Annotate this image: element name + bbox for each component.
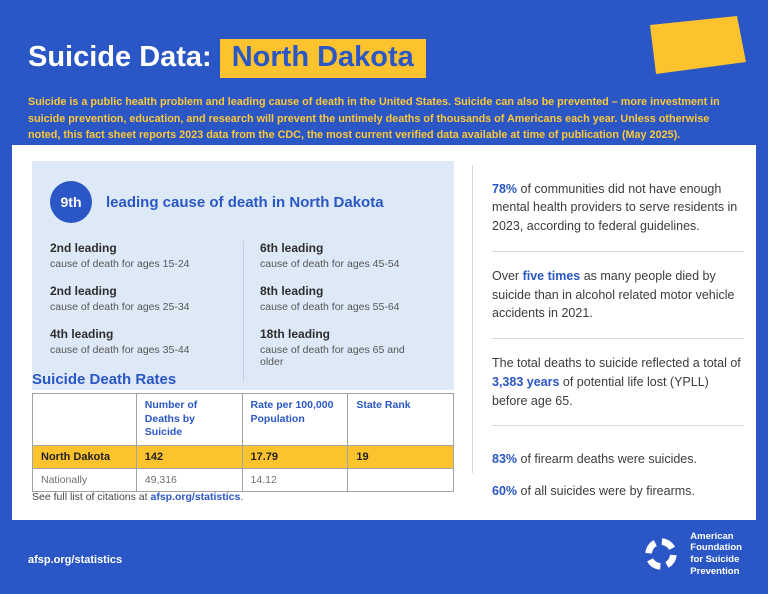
cell-rank: 19: [347, 444, 454, 469]
vertical-divider: [472, 165, 473, 473]
rank-circle-badge: 9th: [50, 181, 92, 223]
cell-deaths: 142: [135, 444, 243, 469]
suicide-death-rates-table: Number of Deaths by Suicide Rate per 100…: [32, 393, 454, 492]
leading-cause-item: 8th leading cause of death for ages 55-6…: [260, 284, 428, 313]
content-panel: 9th leading cause of death in North Dako…: [12, 145, 756, 520]
afsp-logo: American Foundation for Suicide Preventi…: [642, 531, 742, 579]
cause-detail: cause of death for ages 55-64: [260, 301, 400, 313]
cause-detail: cause of death for ages 35-44: [50, 344, 190, 356]
footer: afsp.org/statistics American Foundation …: [0, 520, 768, 594]
cell-rank: [347, 467, 454, 492]
footer-statistics-link[interactable]: afsp.org/statistics: [28, 554, 123, 566]
leading-cause-header: 9th leading cause of death in North Dako…: [50, 181, 436, 223]
logo-line: American: [690, 530, 734, 542]
stat-prefix: Over: [492, 268, 523, 283]
state-name-highlight: North Dakota: [219, 39, 426, 79]
cell-label: Nationally: [32, 467, 137, 492]
page-title: Suicide Data: North Dakota: [28, 39, 426, 79]
cause-detail: cause of death for ages 25-34: [50, 301, 190, 313]
cause-detail: cause of death for ages 45-54: [260, 258, 400, 270]
cause-rank: 2nd leading: [50, 241, 117, 255]
logo-line: for Suicide: [690, 554, 740, 566]
cause-rank: 4th leading: [50, 327, 114, 341]
stat-suicides-by-firearms: 60% of all suicides were by firearms.: [492, 482, 744, 501]
cause-detail: cause of death for ages 65 and older: [260, 344, 405, 368]
cause-rank: 8th leading: [260, 284, 324, 298]
stat-rest: as many people died by suicide than in a…: [492, 268, 735, 321]
table-header-row: Number of Deaths by Suicide Rate per 100…: [32, 393, 454, 446]
leading-cause-item: 18th leading cause of death for ages 65 …: [260, 327, 428, 368]
page-title-prefix: Suicide Data:: [28, 41, 212, 74]
cause-rank: 18th leading: [260, 327, 331, 341]
stat-rest: of communities did not have enough menta…: [492, 181, 738, 234]
header-cell-deaths: Number of Deaths by Suicide: [135, 393, 243, 446]
stat-highlight: 78%: [492, 181, 518, 196]
cell-label: North Dakota: [32, 444, 137, 469]
cause-rank: 2nd leading: [50, 284, 117, 298]
table-row-north-dakota: North Dakota 142 17.79 19: [32, 444, 454, 469]
stat-rest: of all suicides were by firearms.: [517, 483, 695, 498]
cell-deaths: 49,316: [135, 467, 243, 492]
intro-paragraph: Suicide is a public health problem and l…: [28, 95, 720, 142]
cause-rank: 6th leading: [260, 241, 324, 255]
stat-prefix: The total deaths to suicide reflected a …: [492, 356, 741, 370]
cell-rate: 17.79: [241, 444, 349, 469]
stat-rest: of firearm deaths were suicides.: [517, 452, 697, 467]
header-cell-rate: Rate per 100,000 Population: [241, 393, 349, 446]
leading-cause-box: 9th leading cause of death in North Dako…: [32, 161, 454, 390]
logo-line: Foundation: [690, 542, 742, 554]
stats-column: 78% of communities did not have enough m…: [492, 167, 744, 510]
leading-cause-column-left: 2nd leading cause of death for ages 15-2…: [50, 241, 243, 382]
leading-cause-grid: 2nd leading cause of death for ages 15-2…: [50, 241, 436, 382]
stat-highlight: five times: [522, 268, 581, 283]
header-cell-empty: [32, 393, 137, 446]
leading-cause-item: 4th leading cause of death for ages 35-4…: [50, 327, 235, 356]
citation-note: See full list of citations at afsp.org/s…: [32, 491, 243, 503]
table-row-nationally: Nationally 49,316 14.12: [32, 467, 454, 492]
cell-rate: 14.12: [241, 467, 349, 492]
leading-cause-item: 2nd leading cause of death for ages 25-3…: [50, 284, 235, 313]
header-cell-state-rank: State Rank: [347, 393, 454, 446]
stat-highlight: 3,383 years: [492, 374, 560, 389]
leading-cause-item: 2nd leading cause of death for ages 15-2…: [50, 241, 235, 270]
citation-link[interactable]: afsp.org/statistics: [150, 491, 241, 503]
stat-years-potential-life-lost: The total deaths to suicide reflected a …: [492, 354, 744, 427]
afsp-ring-icon: [645, 538, 677, 570]
north-dakota-shape-icon: [650, 16, 746, 74]
stat-alcohol-motor-vehicle: Over five times as many people died by s…: [492, 267, 744, 339]
stat-highlight: 60%: [492, 483, 518, 498]
citation-suffix: .: [240, 491, 244, 503]
stat-highlight: 83%: [492, 452, 518, 467]
cause-detail: cause of death for ages 15-24: [50, 258, 190, 270]
afsp-logo-text: American Foundation for Suicide Preventi…: [690, 531, 742, 579]
stat-mental-health-providers: 78% of communities did not have enough m…: [492, 180, 744, 252]
logo-line: Prevention: [690, 566, 740, 578]
stat-firearm-deaths: 83% of firearm deaths were suicides.: [492, 450, 744, 469]
leading-cause-item: 6th leading cause of death for ages 45-5…: [260, 241, 428, 270]
stat-rest: of potential life lost (YPLL) before age…: [492, 374, 709, 408]
leading-cause-heading: leading cause of death in North Dakota: [106, 193, 384, 211]
table-title: Suicide Death Rates: [32, 371, 177, 388]
leading-cause-column-right: 6th leading cause of death for ages 45-5…: [243, 241, 436, 382]
citation-prefix: See full list of citations at: [32, 491, 151, 503]
